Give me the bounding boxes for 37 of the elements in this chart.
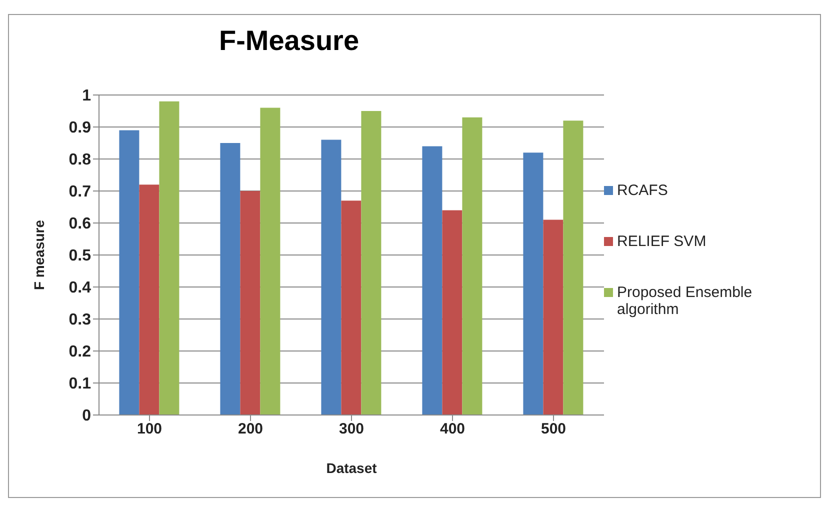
y-tick-label: 1 — [82, 88, 92, 105]
y-tick-label: 0.1 — [68, 376, 92, 393]
bar — [462, 117, 482, 415]
x-tick-label: 100 — [136, 420, 162, 438]
y-tick-label: 0.8 — [68, 152, 92, 169]
y-tick-label: 0.7 — [68, 184, 92, 201]
y-axis-title: F measure — [30, 220, 47, 290]
x-tick-label: 200 — [238, 420, 264, 438]
x-tick-label: 500 — [540, 420, 566, 438]
bar — [341, 200, 362, 415]
y-tick-label: 0 — [82, 408, 92, 425]
bar — [563, 120, 584, 415]
bar — [240, 191, 260, 415]
legend-label: Proposed Ensemble algorithm — [617, 284, 754, 318]
y-tick-label: 0.5 — [68, 248, 92, 265]
bar — [361, 111, 382, 415]
y-tick-label: 0.2 — [68, 344, 92, 361]
bar — [543, 220, 564, 415]
bar — [442, 210, 462, 415]
bar — [159, 101, 180, 415]
chart-title: F-Measure — [218, 25, 360, 57]
y-tick-label: 0.3 — [68, 312, 92, 329]
bar — [422, 146, 442, 415]
y-tick-label: 0.4 — [68, 280, 92, 297]
y-tick-label: 0.9 — [68, 120, 92, 137]
legend-label: RCAFS — [617, 182, 668, 199]
bar — [321, 140, 342, 415]
x-tick-label: 400 — [440, 420, 466, 438]
bar — [139, 184, 160, 415]
x-axis-title: Dataset — [326, 460, 378, 476]
y-tick-label: 0.6 — [68, 216, 92, 233]
bar — [260, 108, 280, 415]
legend-label: RELIEF SVM — [617, 233, 706, 250]
x-tick-label: 300 — [338, 420, 364, 438]
bar — [523, 152, 544, 415]
bar — [220, 143, 240, 415]
bar — [119, 130, 140, 415]
